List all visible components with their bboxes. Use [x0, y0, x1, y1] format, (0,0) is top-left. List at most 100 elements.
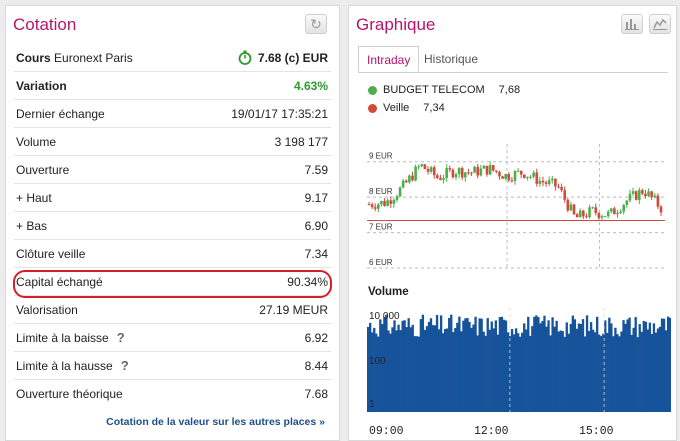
row-cours: Cours Euronext Paris 7.68 (c) EUR [14, 44, 331, 72]
volume-bar [484, 335, 487, 412]
volume-bar [537, 317, 540, 412]
volume-bar [490, 321, 493, 412]
volume-bar [464, 318, 467, 412]
graphique-header: Graphique [349, 6, 676, 40]
volume-bar [612, 336, 615, 412]
volume-bar [492, 328, 495, 412]
candle-body [392, 200, 396, 204]
candle-body [600, 216, 604, 218]
volume-bar [433, 325, 437, 412]
volume-bar [565, 322, 568, 412]
volume-bar [591, 329, 595, 412]
refresh-button[interactable]: ↻ [305, 14, 327, 34]
row-value: 7.34 [304, 246, 328, 261]
legend-value: 7,34 [423, 102, 445, 114]
volume-bar [662, 318, 666, 412]
candle-body [423, 164, 427, 170]
row-label: Capital échangé [16, 274, 103, 289]
candle-body [404, 180, 408, 183]
volume-bar [383, 317, 386, 412]
candle-body [482, 165, 486, 169]
line-chart-button[interactable] [649, 14, 671, 34]
tab-intraday[interactable]: Intraday [358, 46, 420, 72]
volume-bar [405, 327, 408, 412]
volume-bar [373, 327, 376, 412]
candle-body [631, 191, 635, 194]
candle-body [538, 180, 542, 184]
volume-bar [448, 317, 451, 412]
row-bas: + Bas 6.90 [14, 212, 331, 240]
quote-table: Cours Euronext Paris 7.68 (c) EUR Variat… [14, 44, 331, 408]
candle-body [641, 190, 644, 194]
volume-bar [593, 332, 597, 412]
candle-body [386, 200, 389, 206]
candle-body [411, 175, 414, 181]
row-value: 7.68 [304, 387, 328, 401]
candle-body [439, 178, 442, 180]
volume-bar [480, 318, 483, 412]
line-chart-icon [653, 18, 667, 30]
candle-body [495, 170, 498, 172]
candle-body [644, 193, 647, 196]
candle-body [625, 200, 629, 206]
volume-bar [423, 329, 427, 412]
row-volume: Volume 3 198 177 [14, 128, 331, 156]
candle-body [401, 180, 405, 188]
candle-body [467, 172, 470, 174]
candle-body [380, 200, 383, 205]
volume-bar [648, 322, 652, 412]
candle-body [513, 171, 517, 181]
volume-bar [654, 332, 658, 412]
graphique-title: Graphique [356, 15, 436, 34]
tab-historique[interactable]: Historique [424, 52, 479, 66]
candle-body [647, 191, 650, 196]
volume-bar [650, 333, 654, 412]
volume-bar [478, 318, 481, 412]
candle-body [578, 210, 582, 218]
candle-body [622, 205, 626, 212]
volume-bar [458, 316, 461, 412]
candle-body [389, 200, 393, 204]
candle-body [429, 167, 433, 172]
row-label: Ouverture théorique [16, 387, 123, 401]
row-limite-baisse: Limite à la baisse? 6.92 [14, 324, 331, 352]
cotation-header: Cotation ↻ [6, 6, 339, 40]
row-value: 6.92 [304, 330, 328, 345]
volume-bar [389, 333, 392, 412]
candle-body [637, 190, 641, 200]
volume-bar [543, 315, 546, 412]
volume-bar [634, 317, 637, 412]
volume-bar [577, 323, 581, 412]
bar-chart-button[interactable] [621, 14, 643, 34]
row-capital-echange: Capital échangé 90.34% [14, 268, 331, 296]
volume-bar [664, 330, 668, 412]
candle-body [523, 174, 526, 178]
volume-bar [472, 324, 475, 412]
candle-body [554, 178, 557, 187]
help-icon[interactable]: ? [120, 358, 129, 373]
candle-body [569, 204, 573, 211]
volume-bar [596, 316, 599, 412]
candle-body [544, 182, 548, 184]
candle-body [367, 204, 371, 206]
candle-body [504, 174, 507, 179]
volume-bar [535, 315, 538, 412]
candle-body [560, 186, 563, 191]
candle-body [563, 190, 567, 200]
volume-bar [387, 330, 390, 412]
volume-bar [531, 326, 534, 412]
volume-title: Volume [368, 286, 409, 298]
help-icon[interactable]: ? [116, 330, 125, 345]
volume-bar [573, 319, 577, 412]
volume-bar [616, 334, 619, 412]
volume-bar [581, 319, 585, 412]
other-markets-link[interactable]: Cotation de la valeur sur les autres pla… [106, 416, 325, 428]
candle-body [473, 166, 476, 173]
volume-tick-label: 100 [369, 356, 386, 367]
volume-bar [523, 323, 526, 412]
candle-body [491, 165, 495, 171]
volume-bar [567, 333, 570, 412]
candle-body [557, 186, 560, 188]
volume-bar [466, 318, 469, 412]
volume-bar [608, 317, 611, 412]
